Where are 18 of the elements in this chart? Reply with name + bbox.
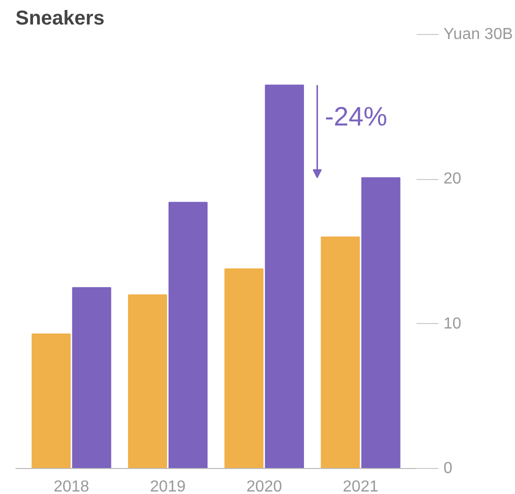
x-tick-label: 2019 xyxy=(150,478,186,494)
x-tick-label: 2021 xyxy=(342,478,378,494)
y-tick-label: Yuan 30B xyxy=(444,26,513,43)
bar xyxy=(128,294,168,468)
y-tick-label: 10 xyxy=(444,315,462,332)
chart-title: Sneakers xyxy=(16,8,104,30)
bar xyxy=(361,177,400,468)
y-tick-label: 20 xyxy=(444,170,462,188)
bar xyxy=(264,84,304,468)
bar xyxy=(32,333,71,468)
bar xyxy=(320,236,360,468)
annotation: -24% xyxy=(324,101,388,132)
bar xyxy=(72,287,112,468)
y-tick-label: 0 xyxy=(444,460,452,477)
bar xyxy=(224,268,264,468)
bar xyxy=(168,202,208,468)
x-tick-label: 2020 xyxy=(246,478,282,494)
x-tick-label: 2018 xyxy=(54,478,90,494)
